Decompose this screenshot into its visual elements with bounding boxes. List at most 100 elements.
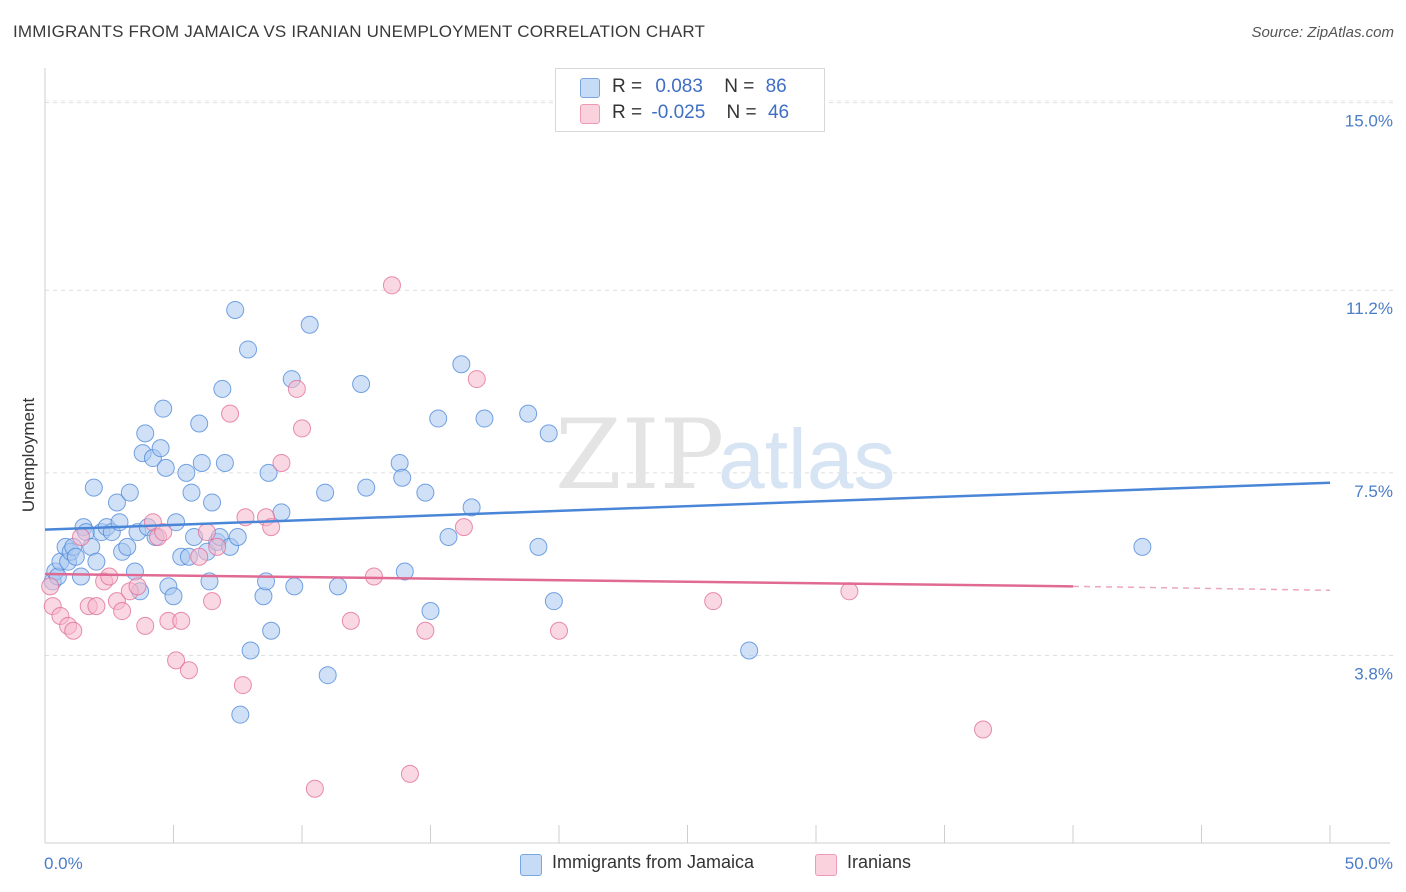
point-jamaica — [215, 453, 234, 472]
point-jamaica — [84, 478, 103, 497]
axis-labels: 3.8% 7.5% 11.2% 15.0% 0.0% 50.0% — [44, 112, 1393, 873]
point-jamaica — [203, 493, 222, 512]
point-jamaica — [213, 379, 232, 398]
point-jamaica — [328, 577, 347, 596]
point-jamaica — [66, 547, 85, 566]
point-jamaica — [71, 567, 90, 586]
point-jamaica — [259, 463, 278, 482]
point-jamaica — [272, 503, 291, 522]
point-iranians — [293, 419, 311, 438]
point-jamaica — [151, 439, 170, 458]
point-jamaica — [740, 641, 759, 660]
trend-line-iranians-extension — [1072, 585, 1331, 592]
point-iranians — [64, 621, 83, 640]
point-jamaica — [192, 453, 211, 472]
point-iranians — [190, 547, 209, 566]
point-jamaica — [118, 537, 137, 556]
point-jamaica — [177, 463, 196, 482]
point-jamaica — [228, 528, 247, 546]
point-jamaica — [393, 468, 412, 487]
point-iranians — [262, 518, 281, 537]
point-jamaica — [87, 552, 106, 571]
legend-r-value: -0.025 — [651, 102, 706, 123]
point-iranians — [221, 404, 240, 423]
correlation-legend: R = 0.083 N = 86 R = -0.025 N = 46 — [555, 68, 825, 132]
point-iranians — [100, 567, 119, 586]
point-jamaica — [167, 513, 186, 532]
trend-lines — [44, 481, 1331, 592]
point-iranians — [454, 518, 473, 537]
bottom-legend-label-iranians: Iranians — [847, 852, 912, 872]
point-iranians — [154, 523, 173, 542]
point-iranians — [704, 592, 723, 611]
point-iranians — [416, 621, 435, 640]
point-jamaica — [300, 315, 319, 334]
legend-swatch-jamaica — [580, 78, 600, 98]
x-tick-label-max: 50.0% — [1345, 854, 1393, 873]
point-iranians — [364, 567, 383, 586]
point-iranians — [41, 577, 60, 596]
point-jamaica — [416, 483, 435, 502]
point-jamaica — [190, 414, 209, 433]
trend-line-jamaica — [44, 481, 1331, 531]
point-jamaica — [1133, 537, 1152, 556]
point-iranians — [233, 676, 252, 695]
legend-r-label: R = — [612, 76, 643, 97]
point-iranians — [382, 276, 401, 295]
watermark-zip: ZIP — [555, 399, 724, 511]
point-jamaica — [226, 300, 245, 319]
point-jamaica — [352, 375, 371, 393]
bottom-legend-swatch-jamaica — [520, 854, 542, 876]
point-iranians — [840, 582, 859, 601]
point-jamaica — [241, 641, 260, 660]
point-jamaica — [318, 666, 337, 685]
point-iranians — [203, 592, 222, 611]
bottom-legend-swatch-iranians — [815, 854, 837, 876]
legend-r-label: R = — [612, 102, 643, 123]
point-iranians — [113, 602, 132, 621]
point-jamaica — [254, 587, 273, 606]
y-axis-title: Unemployment — [19, 398, 38, 513]
legend-swatch-iranians — [580, 104, 600, 124]
point-iranians — [179, 661, 198, 680]
point-jamaica — [156, 458, 175, 477]
point-jamaica — [164, 587, 183, 606]
point-jamaica — [136, 424, 155, 443]
chart-title: IMMIGRANTS FROM JAMAICA VS IRANIAN UNEMP… — [13, 22, 706, 41]
point-jamaica — [239, 340, 258, 359]
point-jamaica — [390, 453, 409, 472]
point-jamaica — [107, 493, 126, 512]
point-iranians — [71, 528, 90, 546]
point-jamaica — [120, 483, 139, 502]
point-iranians — [400, 764, 419, 783]
point-iranians — [128, 577, 147, 596]
point-jamaica — [539, 424, 558, 443]
point-jamaica — [529, 537, 548, 556]
point-iranians — [167, 651, 186, 670]
watermark: ZIP atlas — [555, 399, 895, 511]
trend-line-iranians — [44, 572, 1074, 588]
point-jamaica — [439, 528, 458, 546]
legend-n-value: 86 — [765, 76, 787, 97]
legend-n-label: N = — [726, 102, 757, 123]
point-jamaica — [395, 562, 414, 581]
point-iranians — [136, 616, 155, 635]
point-jamaica — [262, 621, 281, 640]
point-jamaica — [285, 577, 304, 596]
point-jamaica — [462, 498, 481, 517]
point-jamaica — [475, 409, 494, 428]
point-jamaica — [544, 592, 563, 611]
legend-r-value: 0.083 — [655, 76, 703, 97]
point-iranians — [974, 720, 993, 739]
y-tick-label: 11.2% — [1346, 299, 1393, 318]
point-jamaica — [357, 478, 376, 497]
point-iranians — [197, 523, 216, 542]
point-iranians — [272, 453, 291, 472]
point-jamaica — [125, 562, 144, 581]
point-jamaica — [519, 404, 538, 423]
point-iranians — [467, 370, 486, 389]
legend-n-value: 46 — [767, 102, 790, 123]
point-jamaica — [429, 409, 448, 428]
source-label: Source: ZipAtlas.com — [1251, 24, 1394, 41]
